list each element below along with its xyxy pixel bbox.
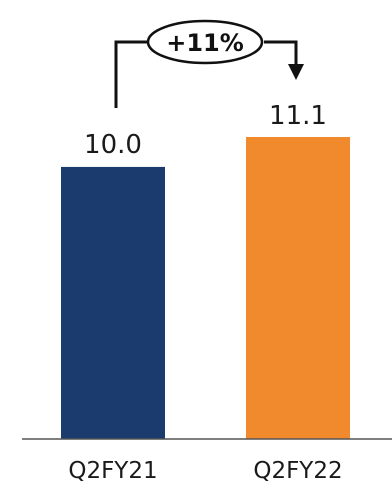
arrow-down-icon [288, 64, 304, 80]
bar-q2fy22 [246, 137, 350, 439]
bars-layer [61, 137, 350, 440]
data-label-q2fy22: 11.1 [269, 101, 327, 131]
tick-label-q2fy22: Q2FY22 [253, 458, 342, 484]
growth-connector-line [114, 40, 147, 108]
bar-q2fy21 [61, 166, 165, 440]
growth-badge-ellipse [146, 19, 264, 65]
data-label-q2fy21: 10.0 [84, 130, 142, 160]
growth-badge-label: +11% [166, 29, 244, 57]
growth-annotation: +11% [114, 19, 304, 108]
tick-label-q2fy21: Q2FY21 [68, 458, 157, 484]
growth-connector-line-right [264, 40, 298, 66]
